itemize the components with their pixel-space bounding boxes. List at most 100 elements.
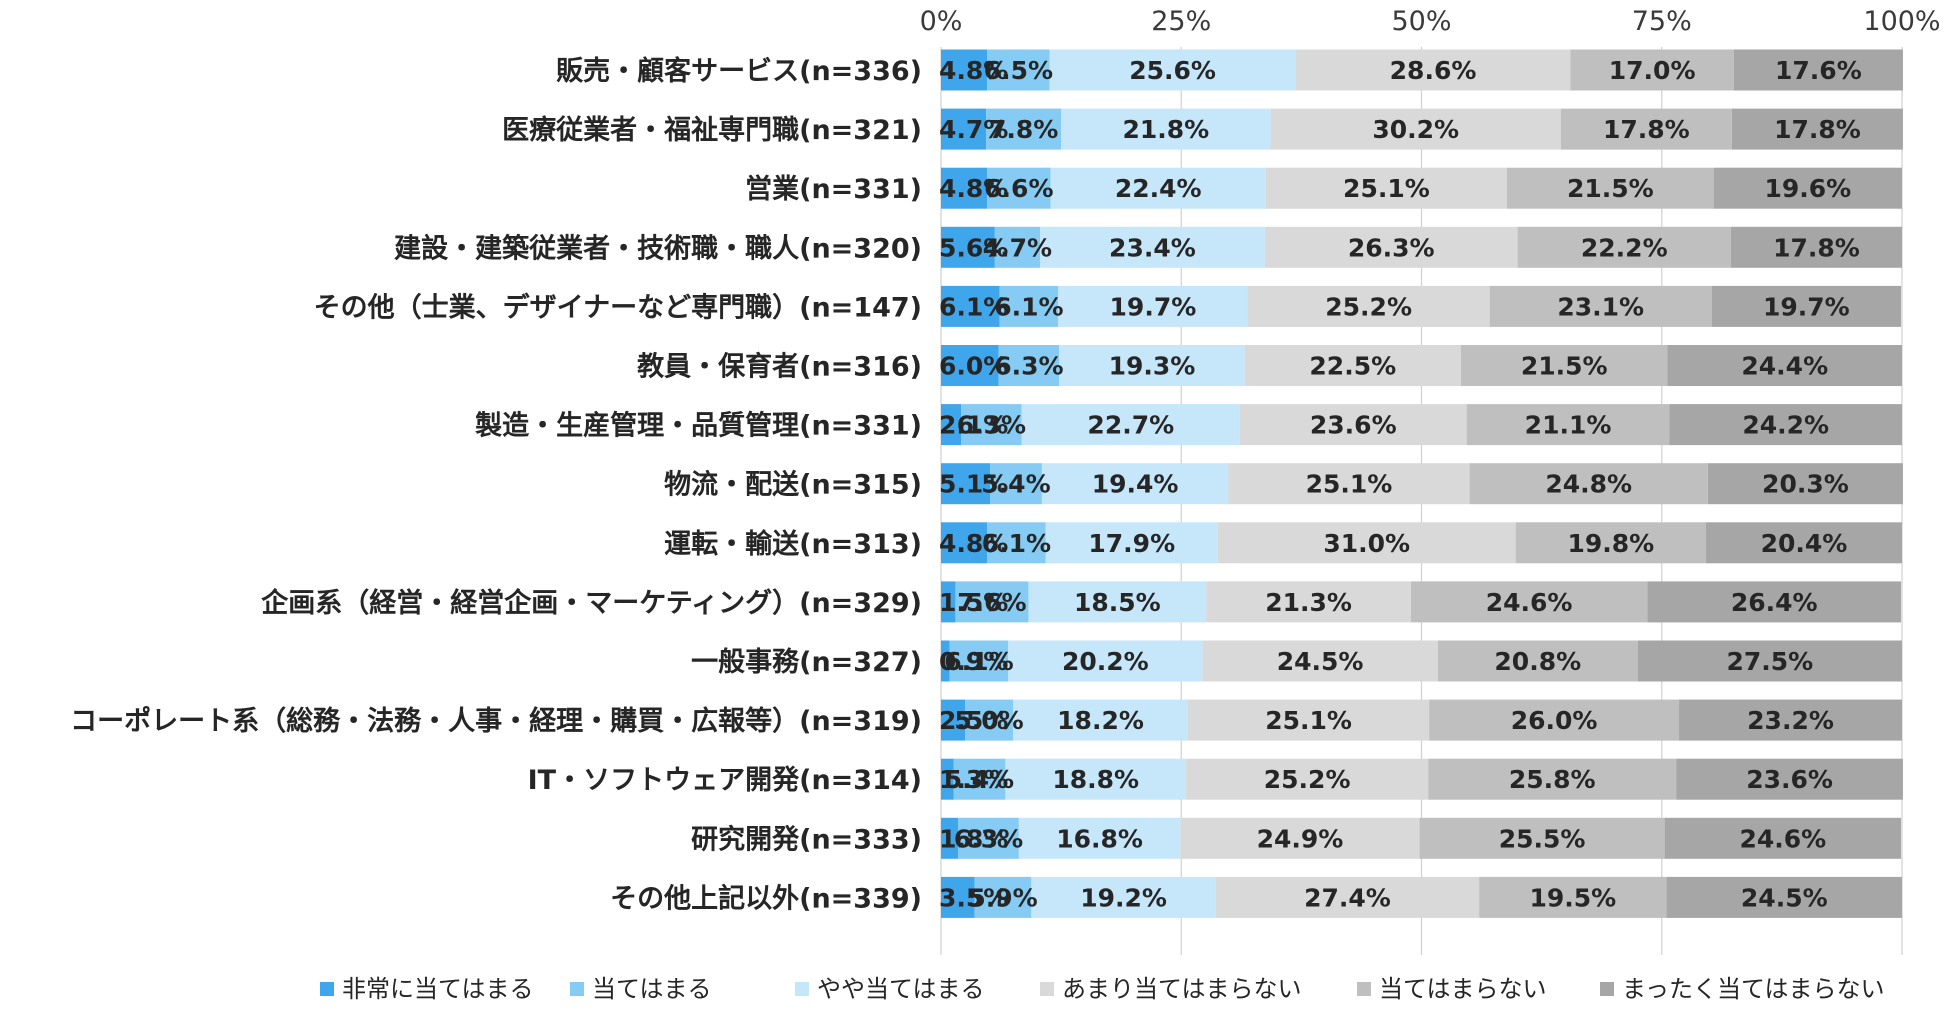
bar-segment — [1570, 49, 1734, 91]
data-label: 6.1% — [994, 292, 1063, 321]
bar-segment — [941, 817, 959, 859]
data-label: 1.5% — [939, 588, 1008, 617]
data-label: 4.7% — [983, 233, 1052, 262]
data-label: 20.8% — [1494, 647, 1581, 676]
data-label: 27.4% — [1304, 883, 1391, 912]
bar-segment — [1206, 581, 1411, 623]
data-label: 25.6% — [1129, 56, 1216, 85]
bar-segment — [958, 817, 1019, 859]
data-label: 2.5% — [939, 706, 1008, 735]
bar-segment — [949, 640, 1009, 682]
bar-segment — [1711, 285, 1902, 327]
data-label: 19.3% — [1109, 352, 1196, 381]
legend-swatch — [1600, 982, 1614, 996]
bar-segment — [1045, 522, 1218, 564]
data-label: 6.3% — [954, 824, 1023, 853]
data-label: 4.8% — [939, 174, 1008, 203]
bar-segment — [1489, 285, 1712, 327]
bar-segment — [1637, 640, 1902, 682]
data-label: 17.8% — [1774, 115, 1861, 144]
bar-segment — [1217, 522, 1516, 564]
data-label: 4.8% — [939, 56, 1008, 85]
bar-segment — [986, 108, 1062, 150]
data-labels: 4.8%6.5% 25.6% 28.6% 17.0% 17.6%4.7%7.8% 21.8… — [939, 56, 1862, 912]
data-label: 19.7% — [1110, 292, 1197, 321]
data-label: 6.3% — [994, 352, 1063, 381]
bar-segment — [941, 581, 956, 623]
data-label: 5.9% — [968, 883, 1037, 912]
category-label: 営業(n=331) — [745, 173, 922, 205]
bar-segment — [1460, 345, 1668, 386]
data-label: 0.9% — [939, 647, 1008, 676]
bar-segment — [941, 345, 999, 386]
data-label: 19.7% — [1763, 292, 1850, 321]
data-label: 24.6% — [1739, 824, 1826, 853]
bar-segment — [987, 522, 1046, 564]
data-label: 19.4% — [1092, 470, 1179, 499]
bar-segment — [1039, 226, 1265, 268]
bar-segment — [941, 285, 1000, 327]
bar-segment — [1437, 640, 1638, 682]
x-tick-label: 0% — [920, 6, 963, 37]
data-label: 25.1% — [1265, 706, 1352, 735]
category-label: 一般事務(n=327) — [691, 646, 922, 678]
x-tick-label: 50% — [1391, 6, 1451, 37]
bar-segment — [1419, 817, 1665, 859]
data-label: 24.5% — [1741, 883, 1828, 912]
data-label: 23.6% — [1746, 765, 1833, 794]
bar-segment — [941, 167, 988, 209]
bar-segment — [1049, 49, 1296, 91]
bar-segment — [941, 108, 987, 150]
data-label: 5.6% — [939, 233, 1008, 262]
bar-segment — [1270, 108, 1561, 150]
data-label: 6.1% — [982, 529, 1051, 558]
bar-segment — [1676, 758, 1903, 800]
category-labels: 販売・顧客サービス(n=336) 医療従業者・福祉専門職(n=321) 営業(n=3… — [70, 55, 922, 914]
bar-segment — [1265, 167, 1508, 209]
data-label: 20.4% — [1761, 529, 1848, 558]
data-label: 24.5% — [1277, 647, 1364, 676]
bar-segment — [1228, 463, 1470, 505]
data-label: 19.6% — [1764, 174, 1851, 203]
bar-segment — [1560, 108, 1732, 150]
bar-segment — [1008, 640, 1203, 682]
category-label: 医療従業者・福祉専門職(n=321) — [502, 115, 922, 146]
bar-segment — [1247, 285, 1490, 327]
category-label: 物流・配送(n=315) — [664, 470, 922, 501]
category-label: 運転・輸送(n=313) — [664, 528, 922, 560]
bar-segment — [1028, 581, 1207, 623]
bar-segment — [965, 699, 1014, 741]
data-label: 24.6% — [1486, 588, 1573, 617]
bar-segment — [1041, 463, 1229, 505]
bar-segment — [1264, 226, 1518, 268]
data-label: 18.2% — [1057, 706, 1144, 735]
bar-segment — [1731, 108, 1903, 150]
x-tick-label: 100% — [1863, 6, 1940, 37]
data-label: 7.8% — [989, 115, 1058, 144]
bar-segment — [1295, 49, 1571, 91]
data-label: 21.3% — [1265, 588, 1352, 617]
category-label: 販売・顧客サービス(n=336) — [556, 55, 922, 87]
bar-segment — [1733, 49, 1903, 91]
legend-label: あまり当てはまらない — [1062, 975, 1302, 1003]
bar-segment — [1667, 345, 1902, 386]
legend-label: 当てはまらない — [1379, 975, 1547, 1003]
bar-segment — [1647, 581, 1902, 623]
data-label: 23.6% — [1310, 411, 1397, 440]
bar-segment — [998, 345, 1060, 386]
bar-segment — [941, 463, 991, 505]
category-label: 教員・保育者(n=316) — [637, 351, 922, 383]
bar-segment — [994, 226, 1040, 268]
bar-segment — [1507, 167, 1714, 209]
category-label: その他上記以外(n=339) — [610, 882, 922, 914]
data-label: 23.4% — [1109, 233, 1196, 262]
bar-segment — [1050, 167, 1266, 209]
bar-segment — [1059, 345, 1245, 386]
x-axis-ticks: 0% 25% 50% 75% 100% — [920, 6, 1941, 37]
legend-swatch — [320, 982, 334, 996]
data-label: 6.0% — [939, 352, 1008, 381]
data-label: 26.3% — [1348, 233, 1435, 262]
data-label: 6.1% — [939, 292, 1008, 321]
bar-segment — [1031, 876, 1216, 918]
